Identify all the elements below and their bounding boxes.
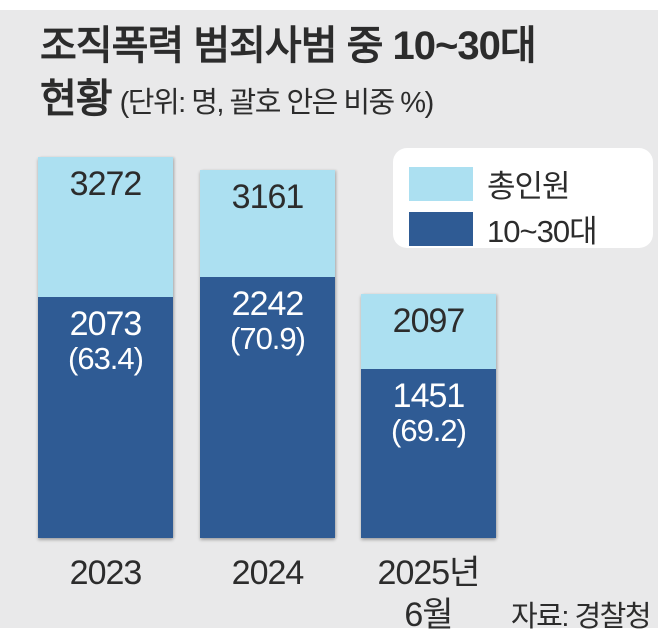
- legend-swatch-young-icon: [409, 211, 473, 246]
- young-value-label: 1451: [392, 377, 466, 415]
- legend-item-total: 총인원: [409, 161, 637, 206]
- bar-segment-young: 2242 (70.9): [200, 277, 335, 538]
- legend-label-young: 10~30대: [487, 214, 598, 249]
- source-credit: 자료: 경찰청: [510, 601, 652, 633]
- bar-segment-total: 3161: [200, 170, 335, 277]
- bar-segment-total: 3272: [38, 157, 173, 297]
- bar-segment-young: 1451 (69.2): [361, 369, 496, 538]
- axis-label-line: 2023: [69, 554, 143, 592]
- bar-segment-total: 2097: [361, 294, 496, 369]
- bar-2024: 3161 2242 (70.9): [200, 170, 335, 538]
- page-title-line2-bold: 현황: [40, 77, 113, 121]
- young-percent-label: (69.2): [391, 413, 467, 448]
- axis-label-2024: 2024: [200, 552, 335, 594]
- page-title-line1: 조직폭력 범죄사범 중 10~30대: [40, 24, 537, 68]
- axis-label-line: 6월: [404, 596, 453, 634]
- axis-label-line: 2024: [231, 554, 305, 592]
- young-value-label: 2242: [231, 285, 305, 323]
- total-value-label: 3161: [231, 178, 305, 216]
- legend-swatch-total-icon: [409, 166, 473, 201]
- total-value-label: 2097: [392, 302, 466, 340]
- legend: 총인원 10~30대: [393, 148, 653, 251]
- axis-label-2023: 2023: [38, 552, 173, 594]
- page-title-line2: 현황 (단위: 명, 괄호 안은 비중 %): [40, 73, 640, 134]
- legend-item-young: 10~30대: [409, 206, 637, 251]
- bar-2025년6월: 2097 1451 (69.2): [361, 294, 496, 538]
- chart-header: 조직폭력 범죄사범 중 10~30대 현황 (단위: 명, 괄호 안은 비중 %): [40, 20, 640, 134]
- unit-note: (단위: 명, 괄호 안은 비중 %): [119, 87, 435, 119]
- young-value-label: 2073: [69, 305, 143, 343]
- bar-segment-young: 2073 (63.4): [38, 297, 173, 538]
- young-percent-label: (63.4): [68, 341, 144, 376]
- young-percent-label: (70.9): [230, 321, 306, 356]
- axis-label-2025년6월: 2025년 6월: [361, 552, 496, 636]
- legend-label-total: 총인원: [487, 169, 571, 204]
- total-value-label: 3272: [69, 165, 143, 203]
- axis-label-line: 2025년: [377, 554, 481, 592]
- bar-2023: 3272 2073 (63.4): [38, 157, 173, 538]
